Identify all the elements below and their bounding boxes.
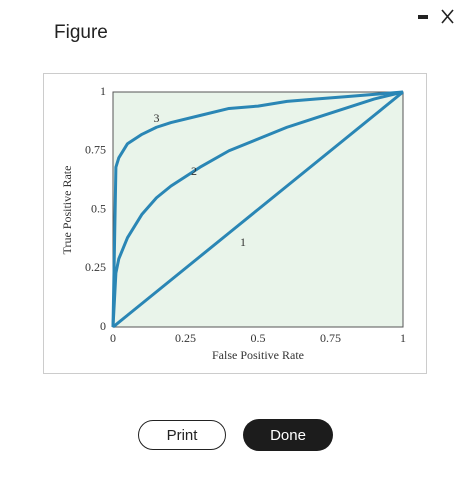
curve-label: 2 [191,164,197,178]
x-tick-label: 0.75 [320,331,341,345]
curve-label: 3 [154,111,160,125]
y-tick-label: 1 [100,84,106,98]
roc-curve [112,90,404,329]
roc-curve [111,90,404,328]
done-button[interactable]: Done [243,419,333,451]
x-tick-label: 0 [110,331,116,345]
x-tick-label: 1 [400,331,406,345]
window-controls [418,9,454,24]
y-axis-label: True Positive Rate [60,166,74,255]
y-tick-label: 0.75 [85,143,106,157]
x-tick-label: 0.25 [175,331,196,345]
dialog-title: Figure [54,22,108,43]
minimize-button[interactable] [418,15,428,19]
y-tick-label: 0.25 [85,260,106,274]
x-tick-label: 0.5 [251,331,266,345]
y-tick-label: 0.5 [91,201,106,215]
close-button[interactable] [441,9,454,24]
roc-curve [111,90,404,328]
curve-label: 1 [240,235,246,249]
chart: False Positive Rate True Positive Rate 0… [43,73,427,374]
print-button[interactable]: Print [138,420,226,450]
x-axis-label: False Positive Rate [212,348,304,362]
y-tick-label: 0 [100,319,106,333]
